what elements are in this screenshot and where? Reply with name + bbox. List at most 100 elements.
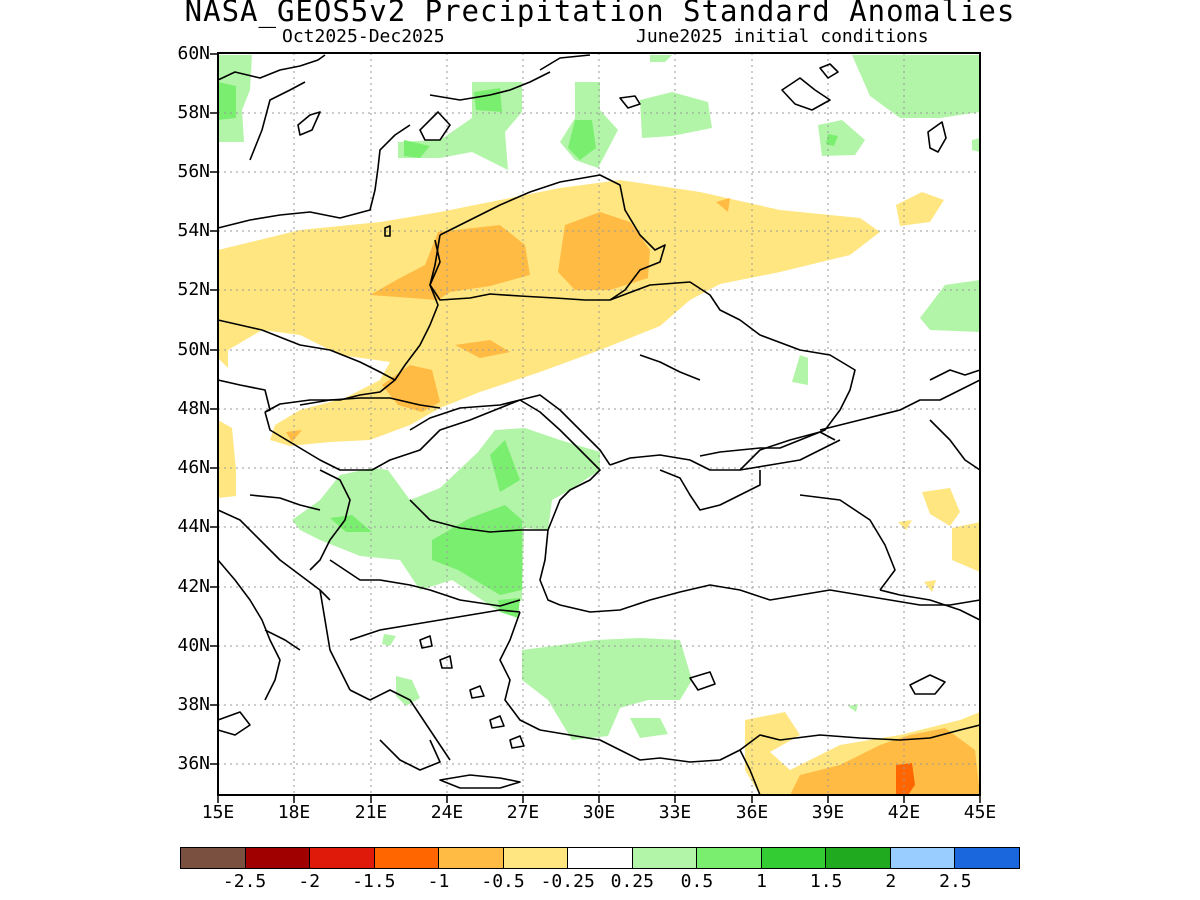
dry-region-central-europe: [218, 180, 880, 446]
lon-label: 15E: [201, 802, 235, 823]
lat-label: 38N: [177, 694, 210, 715]
colorbar-swatch: [310, 848, 375, 868]
lat-label: 46N: [177, 457, 210, 478]
lat-label: 36N: [177, 753, 210, 774]
czech-border: [261, 329, 396, 381]
lat-label: 58N: [177, 102, 210, 123]
dry-peak-southeast: [896, 763, 915, 795]
dry-core-ukraine: [455, 340, 510, 358]
lake-onega: [781, 77, 831, 111]
lat-label: 42N: [177, 576, 210, 597]
colorbar-swatch: [245, 848, 311, 868]
ukraine-north-border: [609, 281, 856, 457]
lon-label: 36E: [735, 802, 769, 823]
black-sea-north: [609, 439, 841, 471]
colorbar-label: 0.25: [610, 871, 654, 892]
lake-van: [909, 674, 946, 695]
poland-west-border: [264, 234, 441, 413]
lake-rybinsk: [927, 121, 947, 153]
colorbar-swatch: [826, 848, 891, 868]
anomaly-shading: [218, 55, 980, 795]
aegean-island-d: [489, 715, 505, 729]
lon-label: 33E: [658, 802, 692, 823]
colorbar-label: -1.5: [352, 871, 396, 892]
aegean-island-b: [439, 655, 453, 669]
crete: [439, 774, 521, 789]
balkan-interior: [329, 559, 521, 607]
lon-label: 45E: [963, 802, 997, 823]
colorbar-label: -2: [298, 871, 321, 892]
austria-border: [217, 379, 271, 413]
wet-spot-aegean: [382, 634, 396, 646]
colorbar-label: 0.5: [680, 871, 714, 892]
colorbar-swatch: [568, 848, 633, 868]
crimea: [659, 469, 761, 511]
lat-label: 60N: [177, 43, 210, 64]
romania-bulgaria: [409, 499, 548, 533]
colorbar-swatch: [761, 848, 827, 868]
coastlines-borders: [217, 54, 981, 796]
dry-region-east-edge: [952, 522, 980, 572]
forecast-period: Oct2025-Dec2025: [282, 26, 445, 47]
hungary-border: [264, 399, 521, 471]
dry-core-poland: [370, 225, 530, 300]
turkey-south-coast: [539, 729, 781, 763]
initial-conditions: June2025 initial conditions: [636, 26, 929, 47]
wet-core-baltic: [474, 88, 502, 112]
axis-ticks: [210, 53, 981, 803]
gridlines: [218, 53, 980, 795]
finland-coast: [539, 54, 591, 71]
colorbar-label: -2.5: [222, 871, 267, 892]
greece-north: [349, 609, 521, 641]
wet-core-romania: [490, 440, 520, 492]
lat-label: 48N: [177, 398, 210, 419]
wet-core-serbia: [330, 515, 372, 532]
caucasus-coast: [799, 494, 896, 591]
turkey-north-coast: [559, 584, 981, 613]
wet-region-anatolia: [522, 638, 692, 740]
cyprus: [689, 671, 716, 691]
azov-sea: [739, 431, 836, 471]
wet-spot-syria: [848, 704, 858, 712]
colorbar-label: 2: [885, 871, 897, 892]
peloponnese: [379, 739, 441, 771]
chart-title: NASA_GEOS5v2 Precipitation Standard Anom…: [184, 0, 1016, 28]
gulf-riga: [419, 111, 451, 141]
colorbar-swatch: [632, 848, 698, 868]
lon-label: 30E: [582, 802, 616, 823]
wet-spot-south: [630, 718, 668, 738]
russia-border-east: [819, 379, 981, 431]
belarus-border: [429, 174, 666, 301]
dry-core-small-a: [716, 198, 730, 212]
italy-heel: [264, 629, 301, 651]
dry-region-west-edge: [218, 420, 236, 498]
lat-label: 40N: [177, 635, 210, 656]
lon-label: 18E: [277, 802, 311, 823]
dry-spot-b: [924, 580, 936, 592]
lat-label: 52N: [177, 279, 210, 300]
scandinavia-coast: [217, 54, 326, 81]
wet-core-bulgaria: [432, 505, 522, 595]
lon-label: 39E: [811, 802, 845, 823]
lon-label: 24E: [430, 802, 464, 823]
aegean-island-a: [419, 635, 433, 649]
lat-label: 50N: [177, 339, 210, 360]
caucasus-border: [879, 589, 981, 621]
colorbar-swatch: [503, 848, 569, 868]
lon-label: 21E: [354, 802, 388, 823]
wet-region-moscow: [818, 120, 865, 156]
syria-coast: [739, 749, 761, 796]
sicily: [217, 711, 251, 736]
moldova-border: [519, 394, 611, 466]
lake-north: [819, 63, 839, 79]
lon-label: 27E: [506, 802, 540, 823]
wet-core-lithuania: [404, 140, 430, 158]
colorbar-label: 2.5: [939, 871, 972, 892]
romania-border: [409, 399, 601, 531]
black-sea-west: [539, 529, 561, 606]
albania-coast: [319, 589, 351, 691]
colorbar-label: 1: [756, 871, 767, 892]
lat-label: 56N: [177, 161, 210, 182]
wet-core-moscow: [826, 134, 838, 146]
